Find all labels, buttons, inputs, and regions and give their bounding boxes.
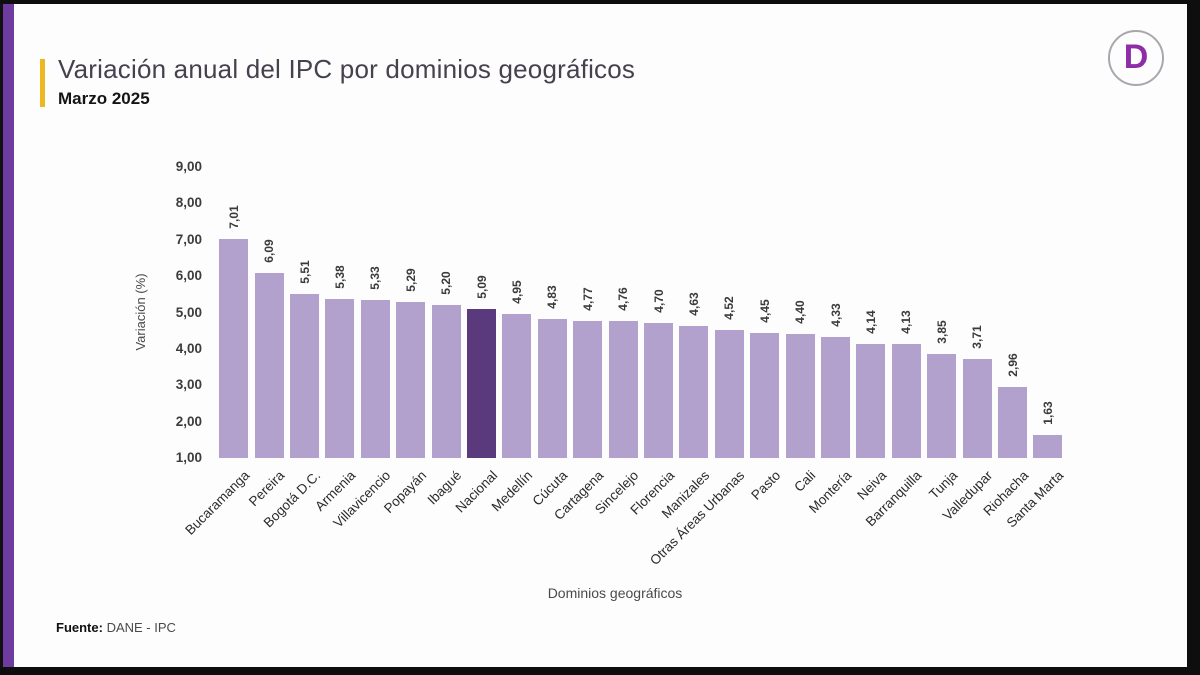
bar-value-label: 7,01 [226,205,241,230]
x-axis-title: Dominios geográficos [547,585,683,601]
y-tick-label: 5,00 [175,304,202,320]
bar-florencia [644,323,673,458]
bar-value-label: 6,09 [262,239,277,263]
bar-montería [821,336,850,458]
bar-value-label: 4,95 [509,280,524,304]
source-value: DANE - IPC [106,620,176,635]
bar-valledupar [962,359,992,458]
title-accent-bar [40,59,45,107]
bar-otras-áreas-urbanas [714,329,744,458]
bar-barranquilla [891,344,921,458]
y-tick-label: 4,00 [175,340,202,356]
dane-logo-letter: D [1123,38,1149,76]
y-tick-label: 6,00 [175,268,202,284]
bar-value-label: 4,40 [793,300,808,324]
bar-villavicencio [360,300,390,458]
frame-right [1187,0,1200,675]
bar-medellín [502,314,532,458]
bar-tunja [927,354,957,458]
bar-value-label: 5,29 [403,268,418,292]
frame-bottom [0,667,1200,675]
bar-value-label: 2,96 [1005,353,1020,377]
dane-logo: D [1108,30,1164,86]
bar-value-label: 4,13 [899,310,914,334]
bar-cartagena [573,320,603,458]
bar-value-label: 3,71 [970,325,985,350]
bar-value-label: 5,33 [368,266,383,291]
bar-value-label: 4,52 [722,296,737,320]
y-tick-label: 2,00 [175,413,202,429]
bar-ibagué [431,305,461,458]
bar-neiva [856,343,886,458]
bar-value-label: 4,77 [580,287,595,311]
frame-top [0,0,1200,4]
y-tick-label: 1,00 [175,450,202,465]
bar-value-label: 3,85 [934,320,949,345]
source-note: Fuente: DANE - IPC [56,620,176,635]
bar-value-label: 4,63 [686,292,701,316]
bar-value-label: 4,70 [651,289,666,314]
bar-bucaramanga [219,239,249,458]
bar-santa-marta [1033,435,1063,458]
bar-bogotá-d-c- [290,293,319,458]
y-tick-label: 8,00 [175,195,202,211]
bar-manizales [679,325,709,458]
header: Variación anual del IPC por dominios geo… [40,54,636,109]
y-tick-label: 7,00 [175,231,202,247]
bar-value-label: 4,83 [545,285,560,309]
bar-cúcuta [537,318,567,458]
bar-value-label: 4,14 [863,310,878,334]
left-purple-strip [0,0,14,675]
bar-cali [785,334,815,458]
bar-popayán [396,301,426,458]
y-tick-label: 3,00 [175,377,202,393]
bar-value-label: 4,33 [828,303,843,327]
bar-value-label: 4,76 [616,287,631,311]
page-title: Variación anual del IPC por dominios geo… [58,54,636,84]
source-label: Fuente: [56,620,103,635]
bar-value-label: 1,63 [1040,401,1055,425]
bar-value-label: 4,45 [757,298,772,323]
bar-nacional [467,309,496,458]
bar-sincelejo [608,321,638,458]
bar-value-label: 5,38 [332,265,347,289]
bar-pereira [254,272,284,458]
bar-riohacha [998,386,1027,458]
period-subtitle: Marzo 2025 [58,88,150,108]
bar-pasto [750,332,780,458]
bar-value-label: 5,20 [439,271,454,295]
y-tick-label: 9,00 [175,159,202,174]
bar-value-label: 5,09 [474,275,489,299]
bar-value-label: 5,51 [297,260,312,284]
bar-armenia [325,298,355,458]
